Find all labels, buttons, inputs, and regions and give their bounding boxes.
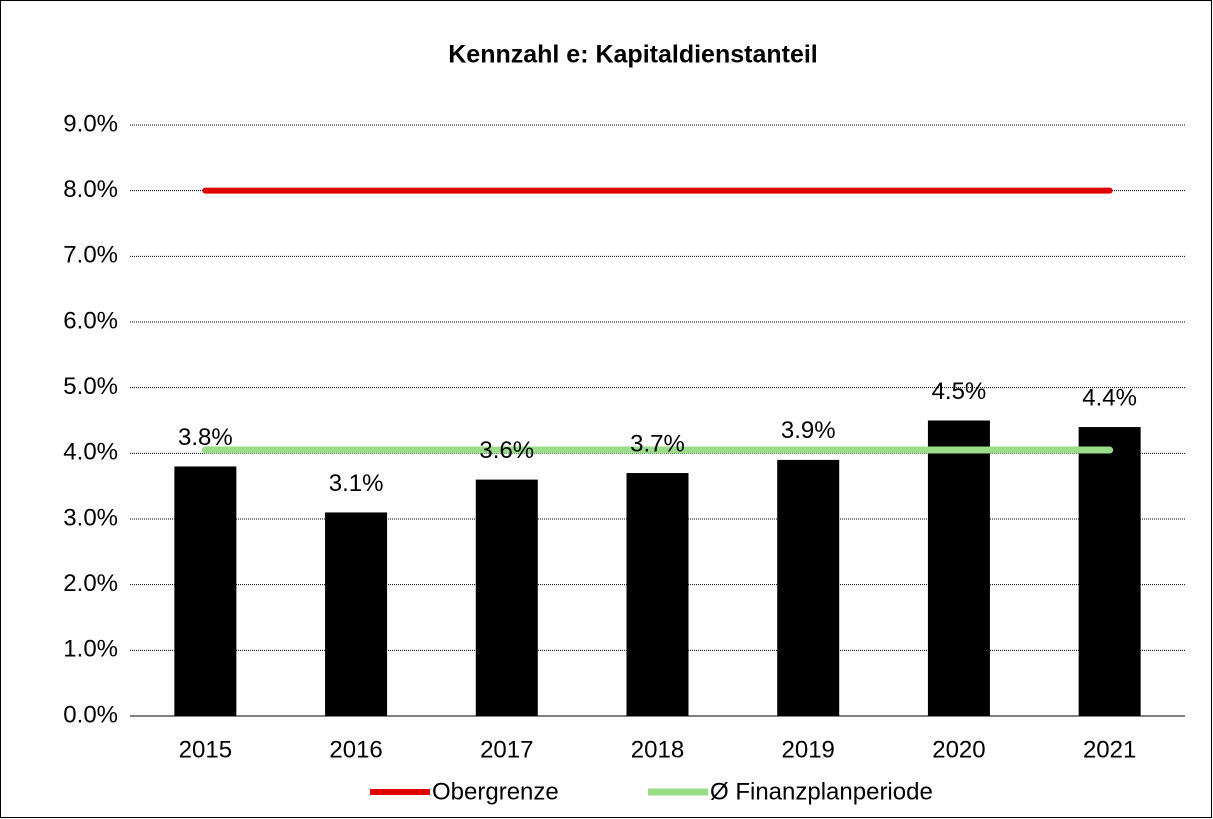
bar: [927, 420, 990, 716]
legend-label: Obergrenze: [432, 778, 559, 805]
y-tick-label: 2.0%: [63, 570, 118, 597]
data-label: 3.8%: [178, 424, 233, 451]
bar: [475, 479, 538, 716]
y-tick-label: 0.0%: [63, 701, 118, 728]
data-label: 3.7%: [630, 430, 685, 457]
x-tick-label: 2015: [179, 736, 232, 763]
bar: [325, 512, 388, 716]
x-tick-label: 2020: [932, 736, 985, 763]
y-tick-label: 6.0%: [63, 307, 118, 334]
data-label: 3.9%: [781, 417, 836, 444]
bar: [1078, 427, 1141, 716]
x-tick-label: 2017: [480, 736, 533, 763]
x-tick-label: 2018: [631, 736, 684, 763]
y-tick-label: 8.0%: [63, 176, 118, 203]
y-tick-label: 4.0%: [63, 439, 118, 466]
chart-title: Kennzahl e: Kapitaldienstanteil: [448, 41, 818, 69]
y-tick-label: 7.0%: [63, 242, 118, 269]
bar: [777, 459, 840, 716]
x-tick-label: 2016: [329, 736, 382, 763]
bar: [174, 466, 237, 716]
data-label: 3.1%: [329, 470, 384, 497]
x-tick-label: 2019: [782, 736, 835, 763]
y-tick-label: 1.0%: [63, 636, 118, 663]
y-tick-label: 9.0%: [63, 110, 118, 137]
data-label: 4.5%: [932, 378, 987, 405]
y-tick-label: 3.0%: [63, 504, 118, 531]
legend-label: Ø Finanzplanperiode: [710, 778, 933, 805]
data-label: 4.4%: [1082, 384, 1137, 411]
bar: [626, 473, 689, 716]
x-tick-label: 2021: [1083, 736, 1136, 763]
y-tick-label: 5.0%: [63, 373, 118, 400]
data-label: 3.6%: [479, 437, 534, 464]
